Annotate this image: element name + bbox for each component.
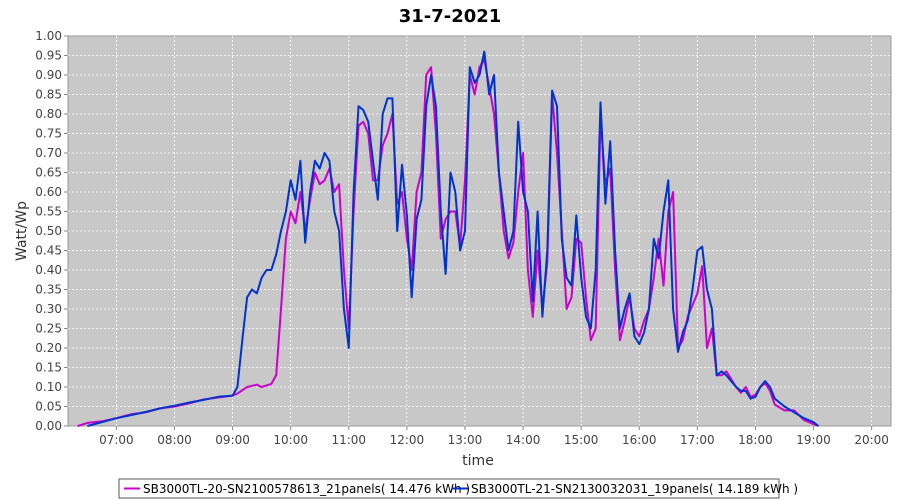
series-line-2 (87, 50, 820, 427)
y-tick-label: 0.25 (35, 322, 62, 336)
y-tick-label: 0.70 (35, 146, 62, 160)
y-tick-label: 0.30 (35, 302, 62, 316)
y-tick-label: 0.90 (35, 68, 62, 82)
y-tick-label: 0.85 (35, 88, 62, 102)
legend: SB3000TL-20-SN2100578613_21panels( 14.47… (118, 478, 798, 499)
y-tick-label: 0.35 (35, 283, 62, 297)
y-tick-label: 1.00 (35, 29, 62, 43)
x-tick-label: 10:00 (273, 433, 308, 447)
x-tick-label: 12:00 (390, 433, 425, 447)
y-tick-label: 0.95 (35, 49, 62, 63)
y-tick-label: 0.65 (35, 166, 62, 180)
x-tick-label: 09:00 (215, 433, 250, 447)
x-tick-label: 19:00 (796, 433, 831, 447)
x-tick-label: 07:00 (99, 433, 134, 447)
legend-box (118, 478, 780, 499)
x-axis-label: time (462, 453, 494, 469)
x-tick-label: 17:00 (680, 433, 715, 447)
series-lines (77, 50, 820, 427)
y-tick-label: 0.80 (35, 107, 62, 121)
x-tick-label: 13:00 (448, 433, 483, 447)
plot-area (67, 35, 892, 427)
x-tick-label: 16:00 (622, 433, 657, 447)
x-tick-label: 18:00 (738, 433, 773, 447)
y-tick-label: 0.15 (35, 361, 62, 375)
y-tick-label: 0.20 (35, 341, 62, 355)
y-tick-label: 0.40 (35, 263, 62, 277)
y-tick-label: 0.55 (35, 205, 62, 219)
y-tick-label: 0.75 (35, 127, 62, 141)
y-tick-label: 0.45 (35, 244, 62, 258)
legend-label-2: SB3000TL-21-SN2130032031_19panels( 14.18… (471, 482, 798, 496)
x-axis-ticks: 07:00 08:00 09:00 10:00 11:00 12:00 13:00 14:00… (99, 426, 889, 447)
legend-label-1: SB3000TL-20-SN2100578613_21panels( 14.47… (143, 482, 470, 496)
chart-title: 31-7-2021 (399, 6, 502, 27)
x-tick-label: 11:00 (331, 433, 366, 447)
y-tick-label: 0.50 (35, 224, 62, 238)
x-tick-label: 20:00 (854, 433, 889, 447)
x-tick-label: 14:00 (506, 433, 541, 447)
y-axis-label: Watt/Wp (14, 201, 30, 261)
x-tick-label: 15:00 (564, 433, 599, 447)
y-tick-label: 0.60 (35, 185, 62, 199)
y-tick-label: 0.00 (35, 419, 62, 433)
y-tick-label: 0.10 (35, 380, 62, 394)
y-tick-label: 0.05 (35, 400, 62, 414)
y-axis-ticks: 0.00 0.05 0.10 0.15 0.20 0.25 0.30 0.35 0.40 0.45… (35, 29, 68, 433)
x-tick-label: 08:00 (157, 433, 192, 447)
grid-lines (68, 36, 891, 426)
